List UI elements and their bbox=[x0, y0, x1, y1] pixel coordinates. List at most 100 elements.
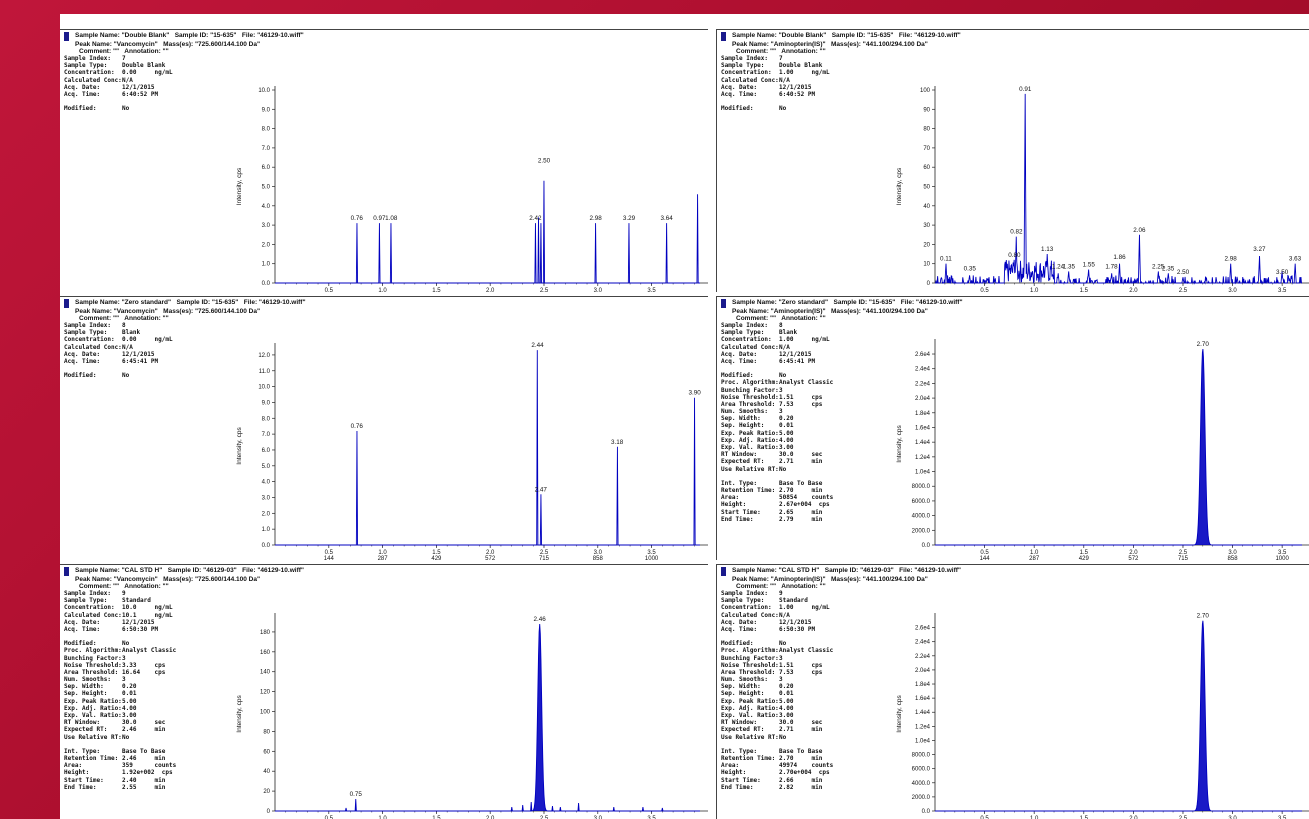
info-key: Start Time: bbox=[721, 776, 761, 784]
info-key: Sample Index: bbox=[64, 590, 111, 597]
peak-retention-label: 3.90 bbox=[688, 390, 701, 397]
info-key: Bunching Factor: bbox=[64, 654, 122, 662]
series-color-marker bbox=[721, 32, 726, 41]
info-value: Standard bbox=[122, 597, 151, 605]
y-tick-label: 40 bbox=[923, 204, 930, 210]
info-row: Bunching Factor:3 bbox=[721, 387, 833, 394]
header-text: Peak Name: "Vancomycin" Mass(es): "725.6… bbox=[75, 576, 261, 583]
header-line: Comment: "" Annotation: "" bbox=[64, 583, 304, 590]
info-row: Sample Type: Double Blank bbox=[721, 62, 830, 69]
peak-retention-label: 1.55 bbox=[1083, 261, 1096, 268]
header-text: Sample Name: "Zero standard" Sample ID: … bbox=[732, 299, 963, 306]
info-value: Analyst Classic bbox=[122, 647, 177, 655]
info-key: Exp. Val. Ratio: bbox=[721, 712, 779, 719]
info-row: RT Window: 30.0 sec bbox=[721, 451, 833, 458]
info-key: Calculated Conc: bbox=[721, 76, 779, 84]
sample-info-block: Sample Index: 7 Sample Type: Double Blank Co… bbox=[721, 55, 830, 112]
y-tick-label: 1.8e4 bbox=[915, 411, 931, 417]
info-key: Sample Index: bbox=[721, 55, 768, 62]
header-text: Peak Name: "Vancomycin" Mass(es): "725.6… bbox=[75, 41, 261, 48]
info-value: 3.00 bbox=[779, 712, 794, 719]
header-text: Comment: "" Annotation: "" bbox=[736, 315, 826, 322]
y-axis-title: Intensity, cps bbox=[896, 695, 903, 733]
x-tick-label: 2.5 bbox=[1179, 816, 1188, 819]
info-key: Start Time: bbox=[64, 776, 104, 784]
info-row: Proc. Algorithm:Analyst Classic bbox=[721, 647, 833, 654]
info-value: 3 bbox=[122, 654, 126, 662]
info-row: End Time: 2.55 min bbox=[64, 784, 176, 791]
info-value: 359 counts bbox=[122, 762, 177, 770]
peak-retention-label: 2.50 bbox=[1177, 269, 1190, 276]
y-axis-title: Intensity, cps bbox=[236, 695, 243, 733]
y-tick-label: 1.4e4 bbox=[915, 440, 931, 446]
chromatogram-chart: 0.0 2000.0 4000.0 6000.0 8000.0 1.0e4 1.2e4 1.4… bbox=[896, 613, 1309, 819]
x-tick-label: 3.0 bbox=[594, 550, 603, 556]
info-value: 50854 counts bbox=[779, 494, 834, 502]
info-key: Concentration: bbox=[64, 336, 115, 344]
info-value: 4.00 bbox=[779, 436, 794, 444]
info-key: Int. Type: bbox=[64, 747, 101, 755]
info-row: End Time: 2.79 min bbox=[721, 516, 833, 523]
x-tick-label: 2.0 bbox=[1129, 816, 1138, 819]
y-tick-label: 120 bbox=[260, 690, 271, 696]
scan-number-label: 1000 bbox=[645, 556, 659, 560]
info-row: Sep. Width: 0.20 bbox=[64, 683, 176, 690]
y-tick-label: 8.0 bbox=[262, 127, 271, 133]
info-value: 7 bbox=[779, 55, 783, 62]
info-row: Concentration: 0.00 ng/mL bbox=[64, 69, 173, 76]
peak-retention-label: 1.24 bbox=[1052, 263, 1065, 270]
info-value: Double Blank bbox=[122, 62, 166, 70]
y-tick-label: 6.0 bbox=[262, 165, 271, 171]
panel-header: Sample Name: "CAL STD H" Sample ID: "461… bbox=[721, 567, 961, 590]
y-tick-label: 8000.0 bbox=[912, 753, 931, 759]
header-line: Comment: "" Annotation: "" bbox=[721, 48, 961, 55]
info-key: Bunching Factor: bbox=[721, 654, 779, 662]
info-row: RT Window: 30.0 sec bbox=[721, 719, 833, 726]
x-tick-label: 1.0 bbox=[1030, 288, 1039, 292]
chromatogram-chart: 01020304050607080901000.51441.02871.5429… bbox=[896, 86, 1309, 292]
y-tick-label: 2.2e4 bbox=[915, 381, 931, 387]
y-tick-label: 3.0 bbox=[262, 223, 271, 229]
info-row: Num. Smooths: 3 bbox=[721, 408, 833, 415]
info-value: 12/1/2015 bbox=[779, 350, 812, 358]
info-value: 2.71 min bbox=[779, 458, 823, 466]
y-tick-label: 2000.0 bbox=[912, 795, 931, 801]
info-key: Height: bbox=[721, 501, 747, 509]
header-text: Peak Name: "Aminopterin(IS)" Mass(es): "… bbox=[732, 576, 928, 583]
x-tick-label: 2.5 bbox=[540, 550, 549, 556]
info-value: 6:40:52 PM bbox=[122, 90, 159, 98]
y-tick-label: 3.0 bbox=[262, 495, 271, 501]
info-key: End Time: bbox=[721, 515, 754, 523]
y-tick-label: 4000.0 bbox=[912, 514, 931, 520]
info-row: Sep. Height: 0.01 bbox=[64, 690, 176, 697]
y-tick-label: 0.0 bbox=[922, 809, 931, 815]
info-value: No bbox=[779, 465, 787, 473]
info-key: Modified: bbox=[64, 640, 97, 648]
x-tick-label: 0.5 bbox=[980, 550, 989, 556]
info-value: 1.00 ng/mL bbox=[779, 604, 830, 612]
info-value: 3.00 bbox=[122, 712, 137, 719]
x-tick-label: 2.0 bbox=[486, 288, 495, 292]
sample-info-block: Sample Index: 7 Sample Type: Double Blank Co… bbox=[64, 55, 173, 112]
info-value: 30.0 sec bbox=[122, 719, 166, 727]
y-tick-label: 20 bbox=[263, 789, 270, 795]
info-value: N/A bbox=[779, 611, 790, 619]
scan-number-label: 715 bbox=[539, 556, 550, 560]
header-text: Comment: "" Annotation: "" bbox=[79, 48, 169, 55]
info-value: 2.67e+004 cps bbox=[779, 501, 830, 509]
header-text: Sample Name: "Double Blank" Sample ID: "… bbox=[732, 32, 961, 39]
info-value: N/A bbox=[779, 76, 790, 84]
info-row: Height: 2.67e+004 cps bbox=[721, 501, 833, 508]
info-key: Concentration: bbox=[721, 69, 772, 77]
info-row: Concentration: 1.00 ng/mL bbox=[721, 604, 833, 611]
peak-retention-label: 3.50 bbox=[1276, 269, 1289, 276]
x-tick-label: 3.0 bbox=[1228, 550, 1237, 556]
info-row: Exp. Peak Ratio:5.00 bbox=[721, 698, 833, 705]
info-row: Exp. Val. Ratio:3.00 bbox=[721, 712, 833, 719]
peak-retention-label: 3.29 bbox=[623, 215, 636, 222]
y-tick-label: 1.4e4 bbox=[915, 710, 931, 716]
info-key: Acq. Date: bbox=[721, 618, 758, 626]
y-tick-label: 60 bbox=[263, 749, 270, 755]
peak-retention-label: 3.63 bbox=[1289, 256, 1302, 263]
x-tick-label: 2.5 bbox=[540, 288, 549, 292]
